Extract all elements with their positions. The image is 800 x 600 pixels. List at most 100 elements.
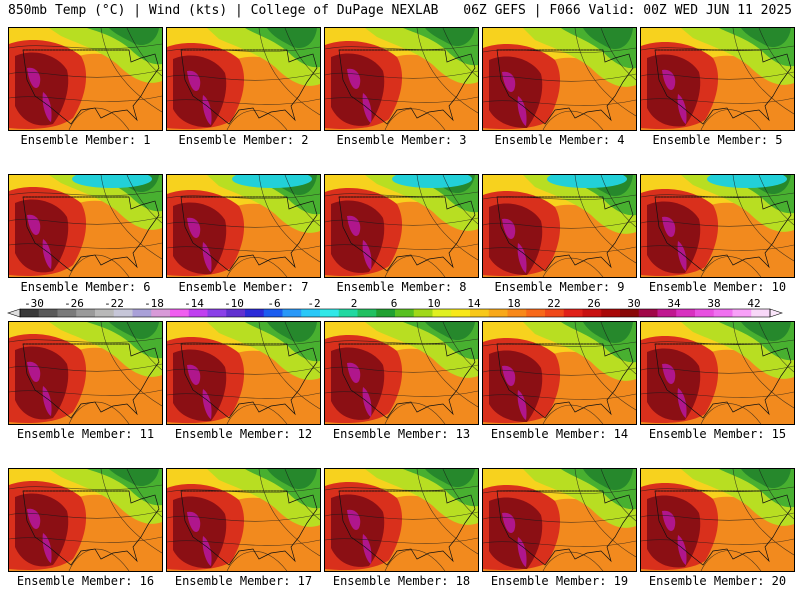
colorbar-segment (207, 309, 227, 317)
member-caption: Ensemble Member: 16 (16, 574, 155, 588)
member-caption: Ensemble Member: 13 (332, 427, 471, 441)
colorbar-segment (320, 309, 340, 317)
member-map-graphic (325, 175, 478, 277)
colorbar-segment (507, 309, 527, 317)
member-map-3 (324, 27, 479, 131)
member-map-4 (482, 27, 637, 131)
member-map-graphic (167, 322, 320, 424)
member-map-graphic (325, 28, 478, 130)
colorbar-tick-label: -14 (184, 297, 204, 310)
colorbar-segment (282, 309, 302, 317)
colorbar-segment (732, 309, 752, 317)
colorbar-segment (357, 309, 377, 317)
member-map-2 (166, 27, 321, 131)
member-map-12 (166, 321, 321, 425)
colorbar-segment (301, 309, 321, 317)
colorbar-segment (413, 309, 433, 317)
header-run-info: 06Z GEFS | F066 Valid: 00Z WED JUN 11 20… (463, 3, 792, 18)
member-map-20 (640, 468, 795, 572)
member-caption: Ensemble Member: 3 (336, 133, 467, 147)
member-map-graphic (483, 469, 636, 571)
colorbar-segment (526, 309, 546, 317)
colorbar-tick-label: -18 (144, 297, 164, 310)
colorbar-segment (432, 309, 452, 317)
colorbar-segment (38, 309, 58, 317)
member-caption: Ensemble Member: 17 (174, 574, 313, 588)
colorbar-segment (132, 309, 152, 317)
member-caption: Ensemble Member: 1 (20, 133, 151, 147)
member-map-graphic (167, 469, 320, 571)
colorbar-segment (657, 309, 677, 317)
colorbar-tick-label: -30 (24, 297, 44, 310)
colorbar-tick-label: -6 (267, 297, 280, 310)
colorbar-tick-label: 6 (391, 297, 398, 310)
colorbar-segment (451, 309, 471, 317)
member-map-18 (324, 468, 479, 572)
colorbar-segment (226, 309, 246, 317)
colorbar-segment (470, 309, 490, 317)
colorbar-frame (19, 308, 771, 318)
member-map-graphic (9, 28, 162, 130)
member-map-graphic (483, 28, 636, 130)
colorbar-tick-label: -26 (64, 297, 84, 310)
member-map-9 (482, 174, 637, 278)
colorbar-segment (638, 309, 658, 317)
member-caption: Ensemble Member: 4 (494, 133, 625, 147)
member-map-1 (8, 27, 163, 131)
colorbar-segment (57, 309, 77, 317)
colorbar-segment (20, 309, 40, 317)
colorbar-tick-label: 22 (547, 297, 560, 310)
member-caption: Ensemble Member: 18 (332, 574, 471, 588)
member-caption: Ensemble Member: 9 (494, 280, 625, 294)
member-map-16 (8, 468, 163, 572)
member-map-graphic (325, 469, 478, 571)
member-map-graphic (641, 469, 794, 571)
member-map-13 (324, 321, 479, 425)
member-caption: Ensemble Member: 11 (16, 427, 155, 441)
colorbar-segment (170, 309, 190, 317)
member-map-graphic (641, 28, 794, 130)
colorbar-tick-label: 14 (467, 297, 481, 310)
colorbar-segment (95, 309, 115, 317)
member-caption: Ensemble Member: 19 (490, 574, 629, 588)
colorbar-segment (695, 309, 715, 317)
member-map-10 (640, 174, 795, 278)
colorbar-segment (620, 309, 640, 317)
colorbar-tick-label: 42 (747, 297, 760, 310)
colorbar-segment (676, 309, 696, 317)
member-map-graphic (167, 175, 320, 277)
member-caption: Ensemble Member: 2 (178, 133, 309, 147)
member-map-15 (640, 321, 795, 425)
member-caption: Ensemble Member: 20 (648, 574, 787, 588)
colorbar-segment (338, 309, 358, 317)
member-caption: Ensemble Member: 7 (178, 280, 309, 294)
colorbar-segment (113, 309, 133, 317)
member-map-graphic (9, 469, 162, 571)
member-caption: Ensemble Member: 5 (652, 133, 783, 147)
colorbar-segment (151, 309, 171, 317)
colorbar-segment (76, 309, 96, 317)
colorbar-tick-label: -22 (104, 297, 124, 310)
member-map-5 (640, 27, 795, 131)
member-map-graphic (325, 322, 478, 424)
member-map-17 (166, 468, 321, 572)
colorbar-segment (582, 309, 602, 317)
member-map-11 (8, 321, 163, 425)
member-map-8 (324, 174, 479, 278)
member-map-7 (166, 174, 321, 278)
colorbar-tick-label: 26 (587, 297, 600, 310)
member-caption: Ensemble Member: 6 (20, 280, 151, 294)
colorbar-segment (601, 309, 621, 317)
member-caption: Ensemble Member: 15 (648, 427, 787, 441)
member-map-19 (482, 468, 637, 572)
member-map-graphic (9, 175, 162, 277)
member-caption: Ensemble Member: 12 (174, 427, 313, 441)
colorbar-tick-label: -10 (224, 297, 244, 310)
colorbar-tick-label: 38 (707, 297, 720, 310)
temperature-colorbar: -30 -26 -22 -18 -14 -10 -6 -2 2 6 10 14 18 22 26 30 34 38… (7, 297, 783, 318)
colorbar-segment (751, 309, 771, 317)
colorbar-segment (713, 309, 733, 317)
member-map-graphic (9, 322, 162, 424)
colorbar-segment (488, 309, 508, 317)
colorbar-left-arrow (7, 308, 21, 318)
